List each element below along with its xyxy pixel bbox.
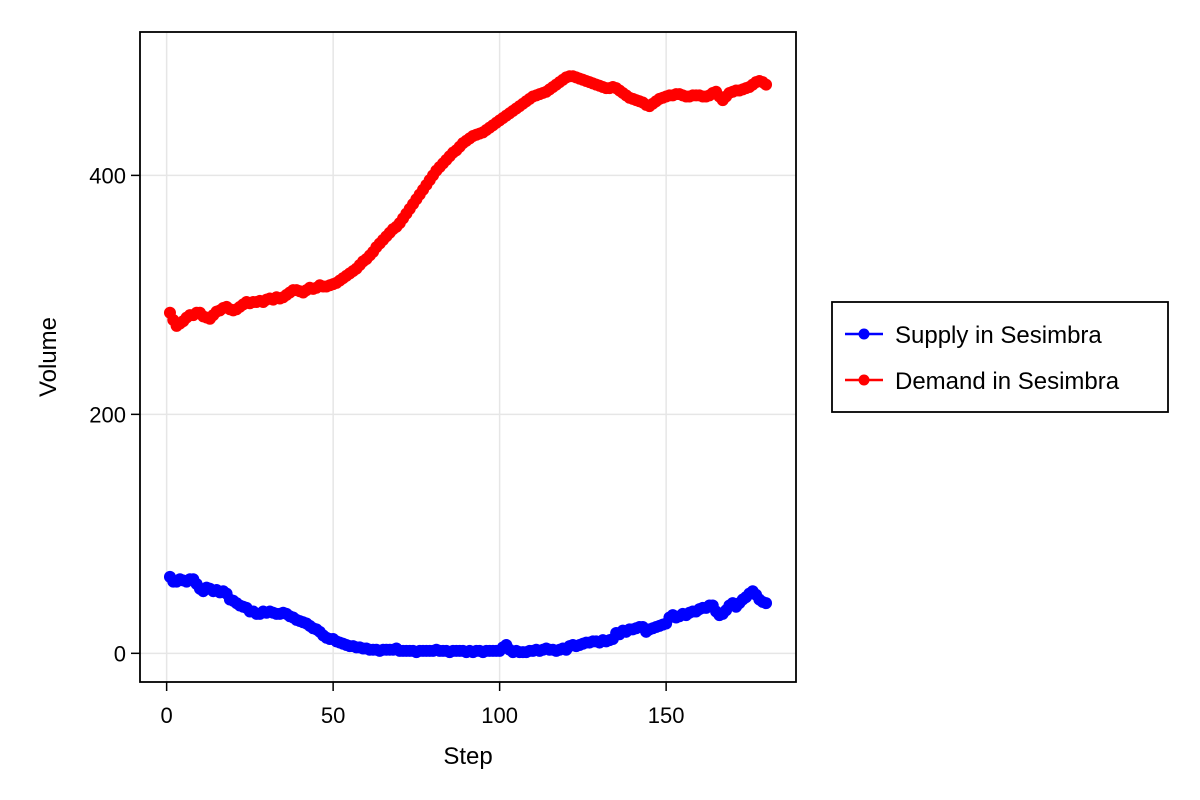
y-tick-label: 200: [89, 402, 126, 427]
legend-label-supply: Supply in Sesimbra: [895, 322, 1102, 349]
y-tick-label: 400: [89, 163, 126, 188]
y-tick-label: 0: [114, 641, 126, 666]
x-tick-label: 50: [321, 703, 345, 728]
legend-marker-demand: [858, 374, 870, 386]
x-tick-label: 150: [648, 703, 685, 728]
series-demand-in-sesimbra: [163, 70, 773, 332]
data-point: [760, 597, 773, 610]
series-layer: [163, 70, 773, 659]
series-supply-in-sesimbra: [163, 570, 773, 659]
legend-box: [831, 301, 1169, 413]
x-axis: 0 50 100 150: [161, 682, 685, 728]
legend-label-demand: Demand in Sesimbra: [895, 368, 1120, 395]
x-tick-label: 0: [161, 703, 173, 728]
data-point: [760, 78, 773, 91]
grid: [140, 32, 796, 682]
legend-marker-supply: [858, 328, 870, 340]
y-axis-title: Volume: [35, 317, 62, 397]
y-axis: 0 200 400: [89, 163, 140, 666]
plot-area-frame: [139, 31, 797, 683]
x-tick-label: 100: [481, 703, 518, 728]
legend: Supply in Sesimbra Demand in Sesimbra: [831, 301, 1169, 413]
x-axis-title: Step: [443, 743, 492, 770]
